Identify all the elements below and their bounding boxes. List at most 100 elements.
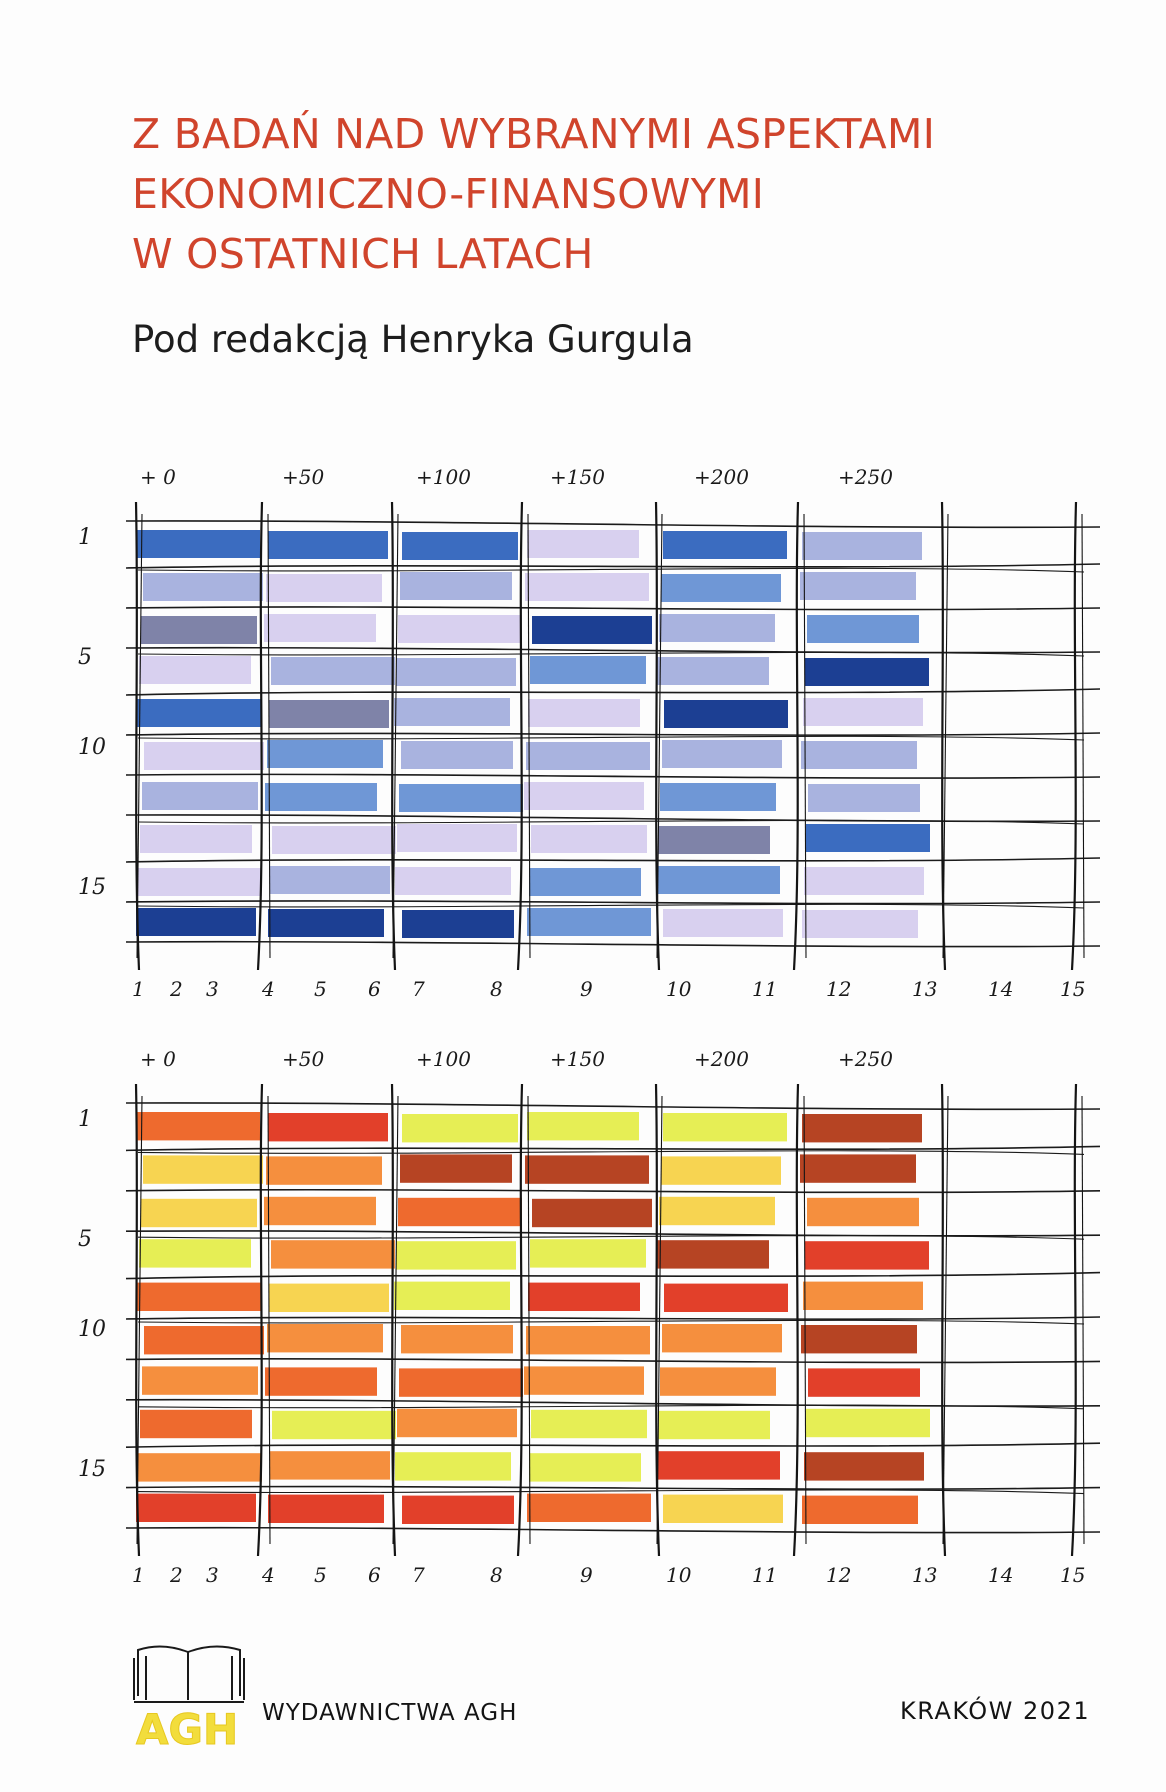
color-block [527, 1112, 639, 1141]
top-label: +200 [694, 1047, 749, 1071]
top-label: + 0 [140, 1047, 176, 1071]
color-block [270, 1451, 390, 1480]
grid-line-v [792, 501, 800, 971]
bottom-label: 5 [314, 1563, 327, 1587]
color-block [269, 700, 389, 728]
row-label: 10 [78, 1317, 106, 1342]
color-block [801, 741, 917, 769]
color-block [271, 1240, 395, 1269]
grid-line-v [267, 1095, 271, 1545]
grid-line-h [125, 563, 1101, 569]
color-block [660, 1367, 776, 1396]
bottom-label: 12 [826, 977, 851, 1001]
color-block [402, 1495, 514, 1524]
color-block [659, 614, 775, 642]
color-block [527, 908, 651, 936]
bottom-label: 6 [368, 977, 381, 1001]
grid-line-v [1070, 1083, 1078, 1557]
color-block [402, 1114, 518, 1143]
row-label: 1 [78, 525, 92, 550]
bottom-label: 1 [132, 977, 145, 1001]
grid-line-h [125, 857, 1101, 863]
bottom-label: 3 [206, 977, 219, 1001]
bottom-label: 9 [580, 1563, 593, 1587]
color-block [531, 825, 647, 853]
color-block [658, 826, 770, 854]
grid-line-h [125, 688, 1101, 696]
color-block [802, 1114, 922, 1143]
color-block [139, 1239, 251, 1268]
bottom-label: 13 [912, 977, 937, 1001]
bottom-label: 8 [490, 1563, 503, 1587]
color-block [394, 1281, 510, 1310]
color-block [804, 1452, 924, 1481]
grid-line-v [136, 1095, 143, 1545]
color-block [394, 698, 510, 726]
bottom-label: 1 [132, 1563, 145, 1587]
color-block [397, 824, 517, 852]
color-block [402, 910, 514, 938]
color-block [803, 1281, 923, 1310]
color-block [144, 1326, 264, 1355]
grid-line-h [125, 1526, 1101, 1534]
grid-line-h [125, 1230, 1101, 1237]
book-title: Z BADAŃ NAD WYBRANYMI ASPEKTAMI EKONOMIC… [132, 104, 1092, 284]
bottom-label: 6 [368, 1563, 381, 1587]
color-block [143, 573, 263, 601]
color-block [806, 1408, 930, 1438]
top-label: + 0 [140, 465, 176, 489]
color-block [141, 1198, 257, 1228]
grid-line-h [125, 1398, 1101, 1407]
color-block [532, 1198, 652, 1228]
title-line-2: EKONOMICZNO-FINANSOWYMI [132, 170, 765, 218]
bottom-label: 11 [752, 1563, 777, 1587]
color-block [663, 909, 783, 937]
color-block [530, 1239, 646, 1268]
color-block [658, 1410, 770, 1440]
color-block [141, 616, 257, 644]
color-block [806, 824, 930, 852]
bottom-label: 4 [261, 977, 275, 1001]
agh-logo: AGH [133, 1645, 245, 1750]
color-block [805, 658, 929, 686]
grid-line-v [1070, 501, 1078, 971]
bottom-label: 11 [752, 977, 777, 1001]
color-block [401, 1325, 513, 1354]
grid-line-h [137, 903, 1085, 909]
bottom-label: 4 [261, 1563, 275, 1587]
color-block [272, 1410, 396, 1440]
color-block [399, 784, 523, 812]
color-block [144, 742, 264, 770]
color-block [804, 867, 924, 895]
grid-line-v [267, 513, 271, 959]
color-block [662, 1324, 782, 1353]
grid-line-h [137, 735, 1085, 741]
grid-line-h [137, 1319, 1085, 1325]
color-block [397, 1408, 517, 1438]
color-block [530, 656, 646, 684]
title-line-3: W OSTATNICH LATACH [132, 230, 594, 278]
color-block [137, 699, 261, 727]
grid-line-h [137, 1150, 1085, 1155]
grid-line-h [125, 606, 1101, 611]
color-block [268, 1113, 388, 1142]
grid-line-v [942, 1095, 949, 1545]
color-block [526, 742, 650, 770]
color-block [525, 1155, 649, 1184]
color-block [801, 1325, 917, 1354]
color-block [532, 616, 652, 644]
grid-line-h [125, 1188, 1101, 1194]
grid-line-h [125, 814, 1101, 823]
color-block [657, 657, 769, 685]
color-block [529, 868, 641, 896]
grid-line-h [125, 773, 1101, 779]
grid-line-h [125, 520, 1101, 529]
color-block [802, 1495, 918, 1524]
color-block [662, 740, 782, 768]
top-label: +250 [838, 465, 893, 489]
grid-line-v [136, 513, 143, 959]
grid-line-h [137, 1404, 1085, 1410]
color-block [269, 1283, 389, 1312]
grid-line-v [256, 1083, 264, 1557]
bottom-label: 2 [169, 1563, 183, 1587]
